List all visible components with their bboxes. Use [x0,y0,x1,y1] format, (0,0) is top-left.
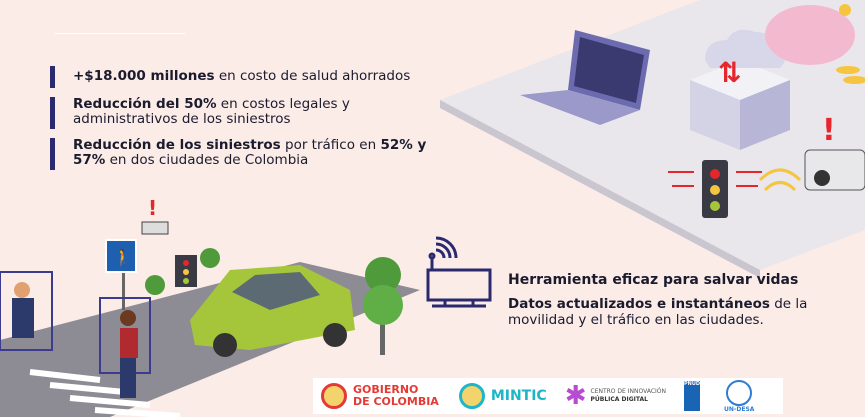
tree-icon [145,248,403,355]
stat-bar [50,97,55,129]
stat-bar [50,138,55,170]
stat-health-savings: +$18.000 millones en costo de salud ahor… [50,66,410,88]
traffic-light-icon [668,160,762,218]
tool-description-highlight: Datos actualizados e instantáneos [508,296,770,312]
un-globe-icon [726,379,753,406]
stat-text: en costo de salud ahorrados [214,68,411,84]
laptop-icon [520,30,650,125]
logo-pnud: PNUD [684,381,700,411]
tool-description: Datos actualizados e instantáneos de la … [508,296,858,328]
alert-icon: ! [822,113,836,148]
logo-text: CENTRO DE INNOVACIÓN [590,388,667,395]
stat-text: en dos ciudades de Colombia [105,152,309,168]
stat-bar [50,66,55,88]
camera-icon [758,149,865,192]
camera-icon [141,221,169,235]
stat-accident-reduction: Reducción de los siniestros por tráfico … [50,138,453,170]
stat-legal-costs: Reducción del 50% en costos legales y ad… [50,97,413,129]
logo-text: MINTIC [490,388,547,404]
tool-description-text: de la movilidad y el tráfico en las ciud… [508,296,808,328]
piggy-bank-icon [765,4,865,84]
stat-highlight: +$18.000 millones [73,68,215,84]
star-logo-icon: ✱ [564,381,587,411]
logo-centro-innovacion: ✱ CENTRO DE INNOVACIÓN PÚBLICA DIGITAL [565,381,666,411]
tool-title: Herramienta eficaz para salvar vidas [508,272,799,288]
traffic-light-icon [175,255,197,287]
crosswalk [29,369,181,417]
svg-text:🚶: 🚶 [113,248,133,267]
logo-text: GOBIERNO [353,383,419,396]
logo-text: UN-DESA [724,405,755,413]
stat-highlight: 52% y 57% [73,137,427,168]
stat-highlight: Reducción de los siniestros [73,137,281,153]
logo-mintic: MINTIC [458,383,547,409]
logo-un-desa: UN-DESA [724,379,755,413]
stat-text: por tráfico en [280,137,381,153]
server-icon: ⇅ [690,29,790,150]
pedestrian-sign-icon: 🚶 [105,239,137,310]
stat-text: en costos legales y administrativos de l… [73,96,350,127]
logos-bar: GOBIERNO DE COLOMBIA MINTIC ✱ CENTRO DE I… [313,378,783,414]
logo-gobierno-colombia: GOBIERNO DE COLOMBIA [321,383,439,409]
logo-text: DE COLOMBIA [353,395,439,408]
stat-highlight: Reducción del 50% [73,96,217,112]
alert-icon: ! [148,196,157,220]
logo-text: PNUD [684,381,701,387]
monitor-wifi-icon [426,236,492,308]
svg-text:⇅: ⇅ [718,56,741,89]
logo-text: PÚBLICA DIGITAL [590,396,649,403]
divider [55,33,185,34]
pedestrian [0,271,151,398]
colombia-seal-icon [321,383,347,409]
car-icon [190,265,355,357]
colombia-seal-icon [458,383,485,409]
